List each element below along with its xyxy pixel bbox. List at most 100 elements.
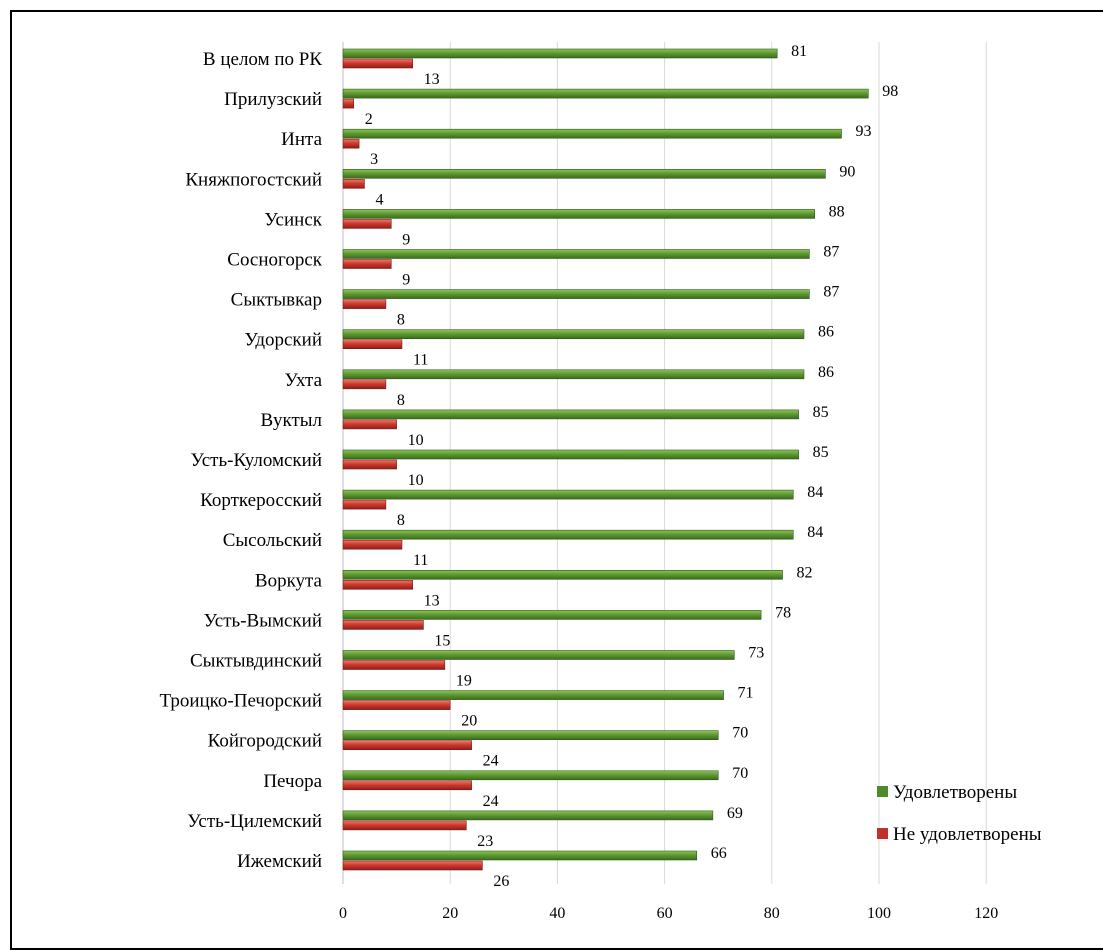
category-labels: В целом по РК Прилузский Инта Княжпогостски…: [159, 49, 322, 872]
x-tick-label: 100: [867, 905, 891, 922]
bar-not-satisfied: [342, 820, 467, 831]
value-label-satisfied: 82: [797, 564, 813, 581]
value-label-not-satisfied: 2: [365, 111, 373, 128]
value-label-not-satisfied: 23: [477, 833, 493, 850]
bar-not-satisfied: [342, 780, 472, 791]
value-label-satisfied: 87: [823, 284, 839, 301]
bar-not-satisfied: [342, 539, 403, 550]
value-label-not-satisfied: 24: [483, 753, 499, 770]
value-label-satisfied: 90: [839, 163, 855, 180]
bar-not-satisfied: [342, 138, 360, 149]
value-labels: 8113982933904889879878861186885108510848…: [365, 43, 899, 890]
category-label: Сысольский: [223, 530, 322, 551]
legend-swatch-not-satisfied: [877, 828, 888, 839]
value-label-satisfied: 86: [818, 364, 834, 381]
category-label: Усинск: [264, 209, 322, 230]
category-label: Сосногорск: [227, 250, 323, 271]
bar-satisfied: [342, 650, 735, 660]
category-label: Усть-Вымский: [204, 610, 322, 631]
value-label-not-satisfied: 4: [375, 191, 383, 208]
legend-label-not-satisfied: Не удовлетворены: [893, 824, 1042, 845]
category-label: В целом по РК: [203, 49, 322, 70]
category-label: Печора: [263, 771, 322, 792]
value-label-not-satisfied: 13: [424, 71, 440, 88]
bar-satisfied: [342, 569, 783, 580]
category-label: Койгородский: [208, 731, 322, 752]
value-label-satisfied: 81: [791, 43, 807, 60]
bar-satisfied: [342, 48, 778, 59]
category-label: Сыктывкар: [231, 290, 322, 311]
bar-not-satisfied: [342, 58, 413, 69]
legend-swatch-satisfied: [877, 786, 888, 797]
bar-not-satisfied: [342, 499, 387, 510]
bar-satisfied: [342, 88, 869, 99]
value-label-satisfied: 93: [855, 123, 871, 140]
bar-satisfied: [342, 730, 719, 741]
value-label-satisfied: 85: [813, 404, 829, 421]
chart-frame: [10, 10, 1103, 950]
bar-satisfied: [342, 489, 794, 500]
category-label: Воркута: [255, 570, 323, 591]
x-tick-label: 40: [549, 905, 565, 922]
category-label: Сыктывдинский: [190, 651, 322, 672]
bar-satisfied: [342, 209, 815, 219]
value-label-not-satisfied: 10: [408, 432, 424, 449]
value-label-not-satisfied: 20: [461, 713, 477, 730]
category-label: Корткеросский: [200, 490, 322, 511]
bar-not-satisfied: [342, 740, 472, 751]
value-label-satisfied: 70: [732, 765, 748, 782]
bar-not-satisfied: [342, 179, 365, 189]
bar-not-satisfied: [342, 219, 392, 229]
bar-satisfied: [342, 690, 724, 700]
category-label: Троицко-Печорский: [159, 691, 322, 712]
value-label-satisfied: 85: [813, 444, 829, 461]
category-label: Удорский: [245, 330, 322, 351]
value-label-not-satisfied: 8: [397, 392, 405, 409]
value-label-satisfied: 98: [882, 83, 898, 100]
value-label-not-satisfied: 3: [370, 151, 378, 168]
legend-label-satisfied: Удовлетворены: [893, 782, 1017, 803]
value-label-satisfied: 70: [732, 725, 748, 742]
value-label-satisfied: 86: [818, 324, 834, 341]
value-label-satisfied: 78: [775, 604, 791, 621]
x-tick-label: 20: [442, 905, 458, 922]
bars: [342, 48, 869, 871]
x-tick-label: 0: [339, 905, 347, 922]
value-label-not-satisfied: 9: [402, 231, 410, 248]
x-axis-ticks: 0 20 40 60 80 100 120: [339, 905, 998, 922]
value-label-satisfied: 88: [829, 203, 845, 220]
value-label-not-satisfied: 8: [397, 312, 405, 329]
x-tick-label: 80: [764, 905, 780, 922]
category-label: Усть-Цилемский: [187, 811, 322, 832]
x-tick-label: 60: [657, 905, 673, 922]
value-label-not-satisfied: 10: [408, 472, 424, 489]
category-label: Ижемский: [237, 851, 322, 872]
value-label-not-satisfied: 11: [413, 352, 428, 369]
bar-satisfied: [342, 369, 805, 380]
category-label: Ухта: [284, 370, 322, 391]
category-label: Прилузский: [224, 89, 322, 110]
value-label-satisfied: 84: [807, 524, 823, 541]
bar-not-satisfied: [342, 259, 392, 269]
bar-not-satisfied: [342, 579, 413, 590]
value-label-not-satisfied: 15: [434, 632, 450, 649]
category-label: Инта: [281, 129, 322, 150]
bar-not-satisfied: [342, 299, 387, 309]
value-label-not-satisfied: 19: [456, 673, 472, 690]
gridlines: [342, 42, 987, 884]
bar-satisfied: [342, 249, 810, 259]
bar-not-satisfied: [342, 419, 397, 430]
value-label-satisfied: 71: [738, 685, 754, 702]
value-label-satisfied: 84: [807, 484, 823, 501]
bar-satisfied: [342, 128, 842, 139]
bar-satisfied: [342, 329, 805, 340]
category-label: Вуктыл: [261, 410, 323, 431]
value-label-not-satisfied: 9: [402, 272, 410, 289]
bar-satisfied: [342, 529, 794, 540]
bar-not-satisfied: [342, 98, 355, 109]
bar-not-satisfied: [342, 379, 387, 390]
value-label-satisfied: 87: [823, 244, 839, 261]
bar-not-satisfied: [342, 700, 451, 710]
legend: Удовлетворены Не удовлетворены: [877, 782, 1042, 845]
bar-satisfied: [342, 169, 826, 179]
